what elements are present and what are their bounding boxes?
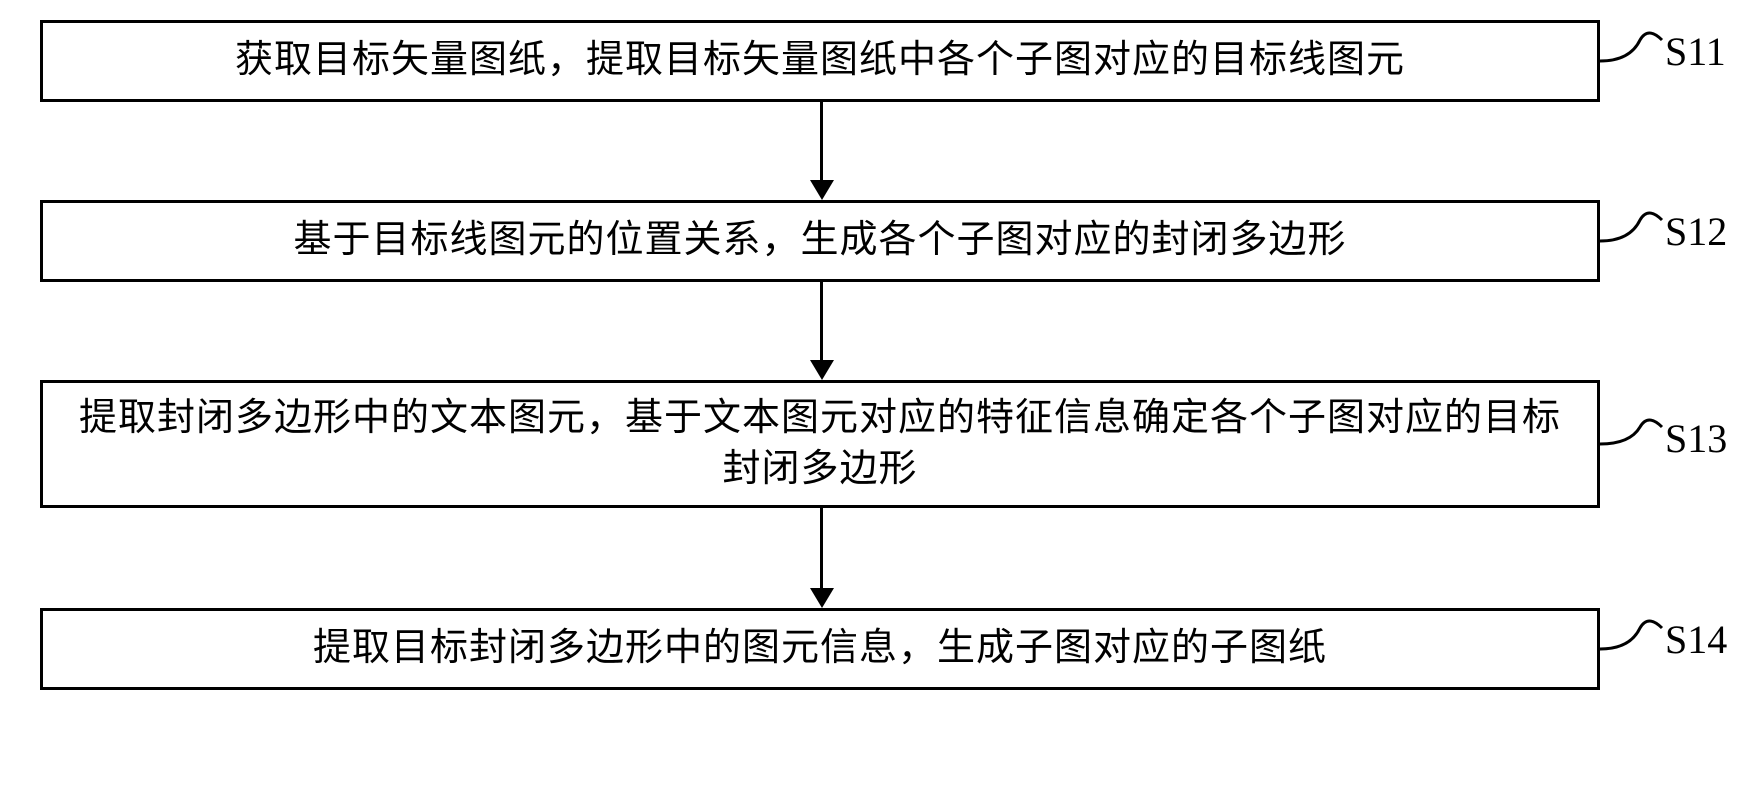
- step-label-s11: S11: [1665, 28, 1726, 75]
- arrow-head: [810, 588, 834, 608]
- flow-step-s12: 基于目标线图元的位置关系，生成各个子图对应的封闭多边形: [40, 200, 1600, 282]
- step-label-s13: S13: [1665, 415, 1727, 462]
- step-text: 获取目标矢量图纸，提取目标矢量图纸中各个子图对应的目标线图元: [235, 35, 1405, 86]
- connector-curve-s13: [1600, 415, 1665, 465]
- flow-step-s14: 提取目标封闭多边形中的图元信息，生成子图对应的子图纸: [40, 608, 1600, 690]
- step-label-s14: S14: [1665, 616, 1727, 663]
- arrow-head: [810, 180, 834, 200]
- flow-step-s13: 提取封闭多边形中的文本图元，基于文本图元对应的特征信息确定各个子图对应的目标封闭…: [40, 380, 1600, 508]
- arrow-head: [810, 360, 834, 380]
- arrow-line: [820, 508, 823, 588]
- connector-curve-s11: [1600, 28, 1665, 78]
- connector-curve-s14: [1600, 616, 1665, 666]
- step-text: 提取目标封闭多边形中的图元信息，生成子图对应的子图纸: [313, 623, 1327, 674]
- step-text: 基于目标线图元的位置关系，生成各个子图对应的封闭多边形: [293, 215, 1346, 266]
- step-text: 提取封闭多边形中的文本图元，基于文本图元对应的特征信息确定各个子图对应的目标封闭…: [73, 393, 1567, 496]
- connector-curve-s12: [1600, 208, 1665, 258]
- flow-step-s11: 获取目标矢量图纸，提取目标矢量图纸中各个子图对应的目标线图元: [40, 20, 1600, 102]
- arrow-line: [820, 102, 823, 180]
- arrow-line: [820, 282, 823, 360]
- step-label-s12: S12: [1665, 208, 1727, 255]
